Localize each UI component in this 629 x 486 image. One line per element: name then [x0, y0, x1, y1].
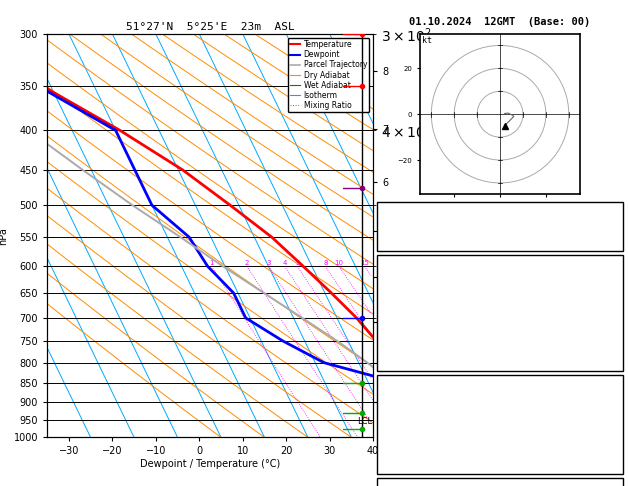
Text: Lifted Index: Lifted Index	[381, 323, 451, 333]
Text: kt: kt	[422, 36, 432, 45]
Text: Temp (°C): Temp (°C)	[381, 274, 433, 284]
Text: -8: -8	[608, 204, 620, 214]
Text: 10: 10	[608, 426, 620, 436]
Text: 14.6: 14.6	[596, 274, 620, 284]
Text: 01.10.2024  12GMT  (Base: 00): 01.10.2024 12GMT (Base: 00)	[409, 17, 591, 27]
Text: K: K	[381, 204, 386, 214]
Y-axis label: km
ASL: km ASL	[443, 226, 459, 245]
Text: 24: 24	[608, 340, 620, 350]
Text: © weatheronline.co.uk: © weatheronline.co.uk	[443, 466, 557, 475]
Text: 305: 305	[602, 410, 620, 420]
Y-axis label: hPa: hPa	[0, 227, 8, 244]
Text: 1.36: 1.36	[596, 237, 620, 247]
Text: 0: 0	[614, 459, 620, 469]
Legend: Temperature, Dewpoint, Parcel Trajectory, Dry Adiabat, Wet Adiabat, Isotherm, Mi: Temperature, Dewpoint, Parcel Trajectory…	[287, 38, 369, 112]
Text: 10: 10	[608, 323, 620, 333]
Text: 8: 8	[614, 290, 620, 300]
Text: θₑ (K): θₑ (K)	[381, 410, 416, 420]
Text: Totals Totals: Totals Totals	[381, 220, 457, 230]
Text: CAPE (J): CAPE (J)	[381, 443, 428, 453]
Text: 4: 4	[282, 260, 287, 266]
Text: PW (cm): PW (cm)	[381, 237, 421, 247]
Text: θₑ(K): θₑ(K)	[381, 307, 410, 317]
Text: 8: 8	[323, 260, 328, 266]
Text: Hodograph: Hodograph	[474, 479, 526, 486]
Text: 15: 15	[360, 260, 369, 266]
Text: 2: 2	[245, 260, 249, 266]
Text: CIN (J): CIN (J)	[381, 459, 421, 469]
Text: Lifted Index: Lifted Index	[381, 426, 451, 436]
Text: Surface: Surface	[479, 257, 521, 267]
Text: 5: 5	[295, 260, 299, 266]
Text: LCL: LCL	[357, 417, 372, 427]
Text: 10: 10	[335, 260, 343, 266]
Text: 1011: 1011	[596, 393, 620, 403]
Text: 305: 305	[602, 307, 620, 317]
X-axis label: Dewpoint / Temperature (°C): Dewpoint / Temperature (°C)	[140, 459, 281, 469]
Text: 24: 24	[608, 443, 620, 453]
Text: CAPE (J): CAPE (J)	[381, 340, 428, 350]
Text: Most Unstable: Most Unstable	[462, 376, 538, 386]
Text: Dewp (°C): Dewp (°C)	[381, 290, 433, 300]
Text: 1: 1	[209, 260, 214, 266]
Text: 34: 34	[608, 220, 620, 230]
Text: CIN (J): CIN (J)	[381, 356, 421, 366]
Text: 3: 3	[267, 260, 271, 266]
Title: 51°27'N  5°25'E  23m  ASL: 51°27'N 5°25'E 23m ASL	[126, 22, 294, 32]
Text: 0: 0	[614, 356, 620, 366]
Text: Pressure (mb): Pressure (mb)	[381, 393, 457, 403]
